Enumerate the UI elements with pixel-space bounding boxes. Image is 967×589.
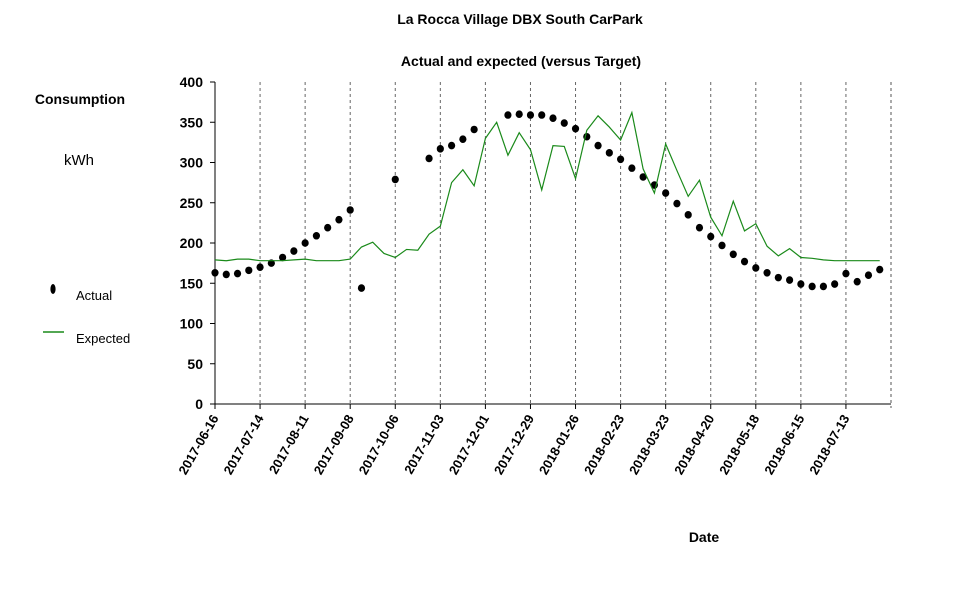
actual-point [335, 215, 343, 224]
actual-point [718, 241, 726, 250]
actual-point [470, 125, 478, 134]
y-tick-label: 400 [180, 74, 204, 90]
actual-point [312, 231, 320, 240]
actual-point [448, 141, 456, 150]
x-tick-label: 2017-08-11 [266, 412, 312, 476]
actual-point [662, 189, 670, 197]
x-tick-label: 2018-05-18 [716, 412, 762, 477]
actual-point [786, 276, 794, 284]
actual-point [808, 282, 816, 291]
actual-point [526, 111, 535, 119]
actual-point [842, 269, 850, 278]
y-tick-label: 150 [180, 275, 204, 291]
x-tick-label: 2018-04-20 [671, 412, 717, 477]
actual-point [233, 269, 242, 278]
actual-point [639, 173, 647, 181]
x-tick-label: 2017-12-01 [446, 412, 492, 477]
actual-point [436, 145, 444, 153]
actual-point [459, 135, 467, 143]
actual-point [391, 175, 399, 184]
actual-point [729, 250, 737, 259]
actual-point [211, 268, 219, 277]
actual-point [752, 264, 760, 272]
actual-point [628, 164, 636, 172]
actual-point [831, 280, 839, 288]
actual-point [245, 266, 253, 275]
y-tick-label: 100 [180, 316, 204, 332]
actual-point [684, 211, 692, 219]
x-tick-label: 2017-12-29 [491, 412, 537, 477]
actual-point [504, 111, 512, 119]
legend-label: Expected [76, 331, 130, 346]
actual-point [222, 270, 230, 279]
actual-point [571, 124, 580, 133]
y-axis-unit: kWh [64, 152, 94, 169]
actual-point [290, 247, 298, 255]
x-tick-label: 2017-06-16 [175, 412, 221, 477]
actual-point [605, 149, 613, 157]
x-axis-label: Date [689, 529, 720, 545]
actual-point [740, 257, 749, 266]
x-tick-label: 2017-09-08 [311, 412, 357, 477]
x-tick-label: 2017-07-14 [220, 411, 267, 477]
actual-point [617, 155, 625, 164]
actual-point [549, 114, 557, 123]
x-tick-label: 2018-07-13 [806, 412, 852, 477]
actual-point [707, 232, 715, 241]
actual-point [279, 253, 287, 262]
actual-point [357, 284, 366, 292]
y-tick-label: 50 [187, 356, 203, 372]
actual-point [673, 199, 681, 208]
actual-point [774, 273, 782, 282]
x-tick-label: 2018-01-26 [536, 412, 582, 477]
actual-point [515, 110, 523, 118]
y-tick-label: 300 [180, 155, 204, 171]
expected-line [214, 110, 880, 262]
actual-point [425, 154, 433, 163]
actual-point [594, 141, 602, 150]
legend-marker [50, 284, 56, 294]
actual-point [324, 223, 332, 232]
x-tick-label: 2018-06-15 [761, 412, 807, 477]
x-tick-label: 2017-10-06 [356, 412, 402, 477]
actual-point [560, 119, 568, 127]
actual-point [853, 277, 861, 286]
legend-label: Actual [76, 288, 112, 303]
x-tick-label: 2018-03-23 [626, 412, 672, 477]
y-tick-label: 200 [180, 235, 204, 251]
y-axis-label: Consumption [35, 91, 125, 107]
y-tick-label: 0 [195, 396, 203, 412]
y-tick-label: 250 [180, 195, 204, 211]
actual-point [301, 239, 309, 247]
x-tick-label: 2018-02-23 [581, 412, 627, 477]
x-tick-label: 2017-11-03 [401, 412, 447, 476]
actual-point [763, 268, 771, 277]
chart-subtitle: Actual and expected (versus Target) [401, 53, 641, 69]
actual-point [819, 282, 828, 291]
y-tick-label: 350 [180, 114, 204, 130]
actual-point [346, 206, 354, 214]
actual-point [256, 263, 264, 271]
actual-point [695, 223, 704, 232]
actual-point [797, 280, 805, 288]
chart-title: La Rocca Village DBX South CarPark [397, 11, 643, 27]
actual-point [864, 271, 873, 280]
actual-point [876, 265, 884, 274]
actual-point [538, 111, 546, 119]
